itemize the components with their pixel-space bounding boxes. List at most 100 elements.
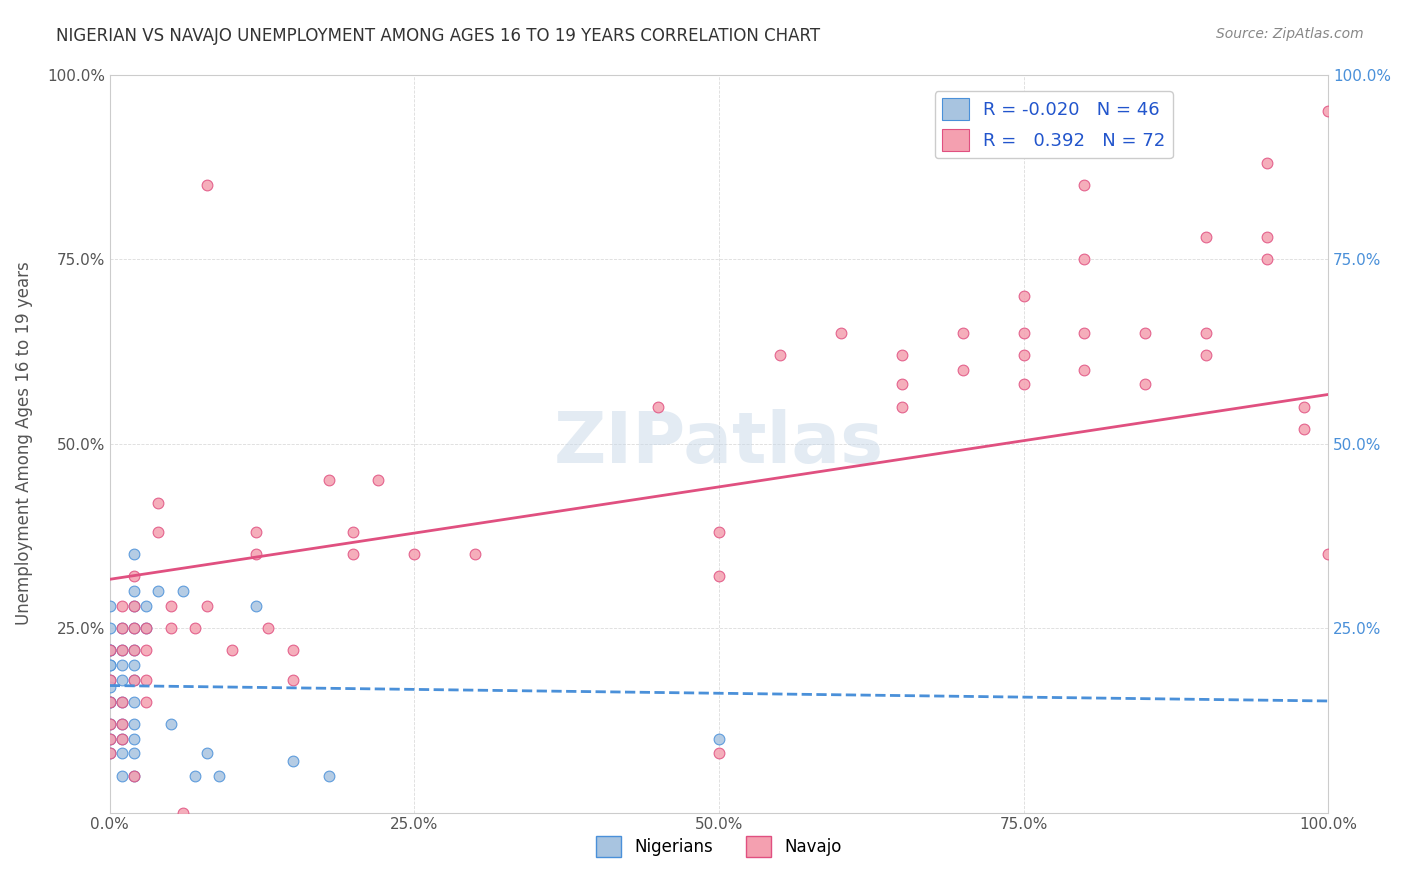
Point xyxy=(98,695,121,709)
Point xyxy=(135,621,157,635)
Point xyxy=(257,621,280,635)
Point xyxy=(1073,326,1095,340)
Point xyxy=(135,599,157,613)
Point xyxy=(221,643,243,657)
Point xyxy=(647,400,669,414)
Point xyxy=(135,695,157,709)
Point xyxy=(1135,377,1157,392)
Point xyxy=(318,769,340,783)
Point xyxy=(318,474,340,488)
Point xyxy=(135,643,157,657)
Point xyxy=(122,695,145,709)
Point xyxy=(122,673,145,687)
Point xyxy=(404,547,426,561)
Point xyxy=(111,717,134,731)
Legend: R = -0.020   N = 46, R =   0.392   N = 72: R = -0.020 N = 46, R = 0.392 N = 72 xyxy=(935,91,1173,159)
Point xyxy=(98,673,121,687)
Point xyxy=(111,717,134,731)
Text: ZIPatlas: ZIPatlas xyxy=(554,409,884,478)
Point xyxy=(111,747,134,761)
Point xyxy=(122,643,145,657)
Point xyxy=(1012,377,1035,392)
Point xyxy=(1012,289,1035,303)
Point xyxy=(195,747,218,761)
Point xyxy=(98,643,121,657)
Point xyxy=(952,362,974,376)
Point xyxy=(172,805,194,820)
Point xyxy=(1073,252,1095,266)
Point xyxy=(111,695,134,709)
Point xyxy=(890,377,912,392)
Point xyxy=(111,673,134,687)
Point xyxy=(952,326,974,340)
Point xyxy=(122,621,145,635)
Point xyxy=(98,673,121,687)
Point xyxy=(111,769,134,783)
Point xyxy=(707,747,730,761)
Point xyxy=(707,731,730,746)
Point xyxy=(98,657,121,672)
Point xyxy=(122,599,145,613)
Point xyxy=(122,621,145,635)
Point xyxy=(245,599,267,613)
Point xyxy=(1256,156,1278,170)
Point xyxy=(159,621,181,635)
Point xyxy=(148,525,170,540)
Point xyxy=(769,348,792,362)
Point xyxy=(245,525,267,540)
Point xyxy=(111,599,134,613)
Point xyxy=(98,731,121,746)
Point xyxy=(195,599,218,613)
Point xyxy=(98,717,121,731)
Point xyxy=(111,643,134,657)
Point xyxy=(890,400,912,414)
Point xyxy=(98,643,121,657)
Point xyxy=(830,326,852,340)
Point xyxy=(98,717,121,731)
Text: Source: ZipAtlas.com: Source: ZipAtlas.com xyxy=(1216,27,1364,41)
Point xyxy=(135,673,157,687)
Point xyxy=(464,547,486,561)
Point xyxy=(342,525,364,540)
Point xyxy=(98,657,121,672)
Point xyxy=(98,621,121,635)
Point xyxy=(195,178,218,193)
Point xyxy=(184,769,207,783)
Point xyxy=(245,547,267,561)
Point xyxy=(122,717,145,731)
Point xyxy=(281,673,304,687)
Text: NIGERIAN VS NAVAJO UNEMPLOYMENT AMONG AGES 16 TO 19 YEARS CORRELATION CHART: NIGERIAN VS NAVAJO UNEMPLOYMENT AMONG AG… xyxy=(56,27,820,45)
Point xyxy=(281,754,304,768)
Point xyxy=(98,599,121,613)
Point xyxy=(122,747,145,761)
Point xyxy=(159,717,181,731)
Point xyxy=(98,643,121,657)
Point xyxy=(111,695,134,709)
Point xyxy=(1317,547,1340,561)
Point xyxy=(1073,362,1095,376)
Point xyxy=(122,731,145,746)
Point xyxy=(111,657,134,672)
Point xyxy=(122,769,145,783)
Point xyxy=(1317,104,1340,119)
Point xyxy=(1073,178,1095,193)
Point xyxy=(707,569,730,583)
Point xyxy=(281,643,304,657)
Point xyxy=(148,495,170,509)
Point xyxy=(122,569,145,583)
Y-axis label: Unemployment Among Ages 16 to 19 years: Unemployment Among Ages 16 to 19 years xyxy=(15,261,32,625)
Point xyxy=(122,584,145,599)
Point xyxy=(122,599,145,613)
Point xyxy=(1292,422,1315,436)
Point xyxy=(111,731,134,746)
Point xyxy=(1195,230,1218,244)
Point xyxy=(148,584,170,599)
Point xyxy=(707,525,730,540)
Point xyxy=(367,474,389,488)
Point xyxy=(122,673,145,687)
Point xyxy=(122,769,145,783)
Point xyxy=(98,695,121,709)
Point xyxy=(98,695,121,709)
Point xyxy=(342,547,364,561)
Point xyxy=(135,621,157,635)
